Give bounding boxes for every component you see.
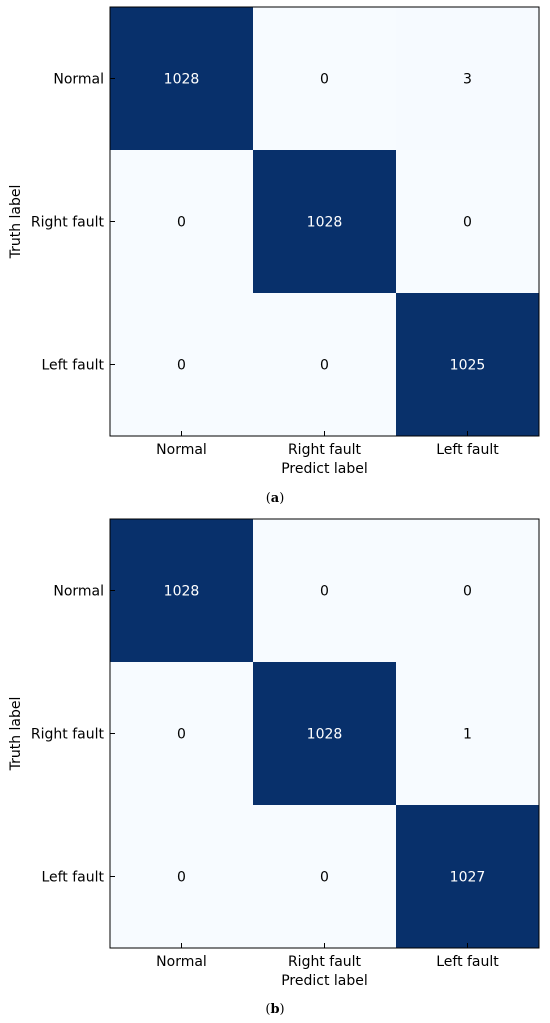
cell-value-p0-r1-c2: 0 (463, 215, 472, 231)
cell-p1-r1-c0 (110, 662, 253, 805)
x-tick-label-p0-2: Left fault (436, 442, 499, 458)
x-tick-label-p0-1: Right fault (288, 442, 362, 458)
cell-value-p1-r0-c2: 0 (463, 584, 472, 600)
cell-p0-r2-c0 (110, 293, 253, 436)
cell-value-p1-r1-c0: 0 (177, 727, 186, 743)
panel-a-caption: (a) (265, 491, 285, 506)
cell-p0-r0-c2 (396, 7, 539, 150)
x-tick-label-p1-0: Normal (156, 954, 207, 970)
cell-value-p0-r2-c2: 1025 (450, 358, 486, 374)
cell-value-p1-r2-c0: 0 (177, 870, 186, 886)
cell-value-p0-r0-c0: 1028 (164, 72, 200, 88)
y-axis-label-p1: Truth label (8, 697, 24, 772)
cell-value-p0-r0-c2: 3 (463, 72, 472, 88)
cell-value-p1-r1-c1: 1028 (307, 727, 343, 743)
y-tick-label-p1-2: Left fault (41, 870, 104, 886)
panel-b-letter: b (270, 1002, 280, 1017)
cell-p1-r2-c2 (396, 805, 539, 948)
cell-p1-r0-c0 (110, 519, 253, 662)
cell-value-p0-r2-c0: 0 (177, 358, 186, 374)
cell-p0-r2-c2 (396, 293, 539, 436)
cell-p1-r0-c1 (253, 519, 396, 662)
cell-p1-r1-c1 (253, 662, 396, 805)
x-tick-label-p0-0: Normal (156, 442, 207, 458)
cell-value-p0-r0-c1: 0 (320, 72, 329, 88)
cell-p1-r0-c2 (396, 519, 539, 662)
cell-value-p1-r0-c1: 0 (320, 584, 329, 600)
cell-value-p0-r2-c1: 0 (320, 358, 329, 374)
cell-p0-r1-c2 (396, 150, 539, 293)
x-axis-label-p1: Predict label (281, 973, 368, 989)
cell-p0-r0-c1 (253, 7, 396, 150)
cell-value-p1-r0-c0: 1028 (164, 584, 200, 600)
cell-p0-r1-c0 (110, 150, 253, 293)
y-tick-label-p0-2: Left fault (41, 358, 104, 374)
cell-p1-r2-c1 (253, 805, 396, 948)
cell-p1-r1-c2 (396, 662, 539, 805)
panel-b-caption: (b) (265, 1002, 285, 1017)
y-tick-label-p0-1: Right fault (31, 215, 105, 231)
cell-p0-r2-c1 (253, 293, 396, 436)
x-axis-label-p0: Predict label (281, 461, 368, 477)
y-tick-label-p0-0: Normal (53, 72, 104, 88)
cell-p1-r2-c0 (110, 805, 253, 948)
cell-p0-r0-c0 (110, 7, 253, 150)
cell-value-p1-r2-c2: 1027 (450, 870, 486, 886)
panel-a-letter: a (270, 491, 280, 506)
cell-value-p0-r1-c1: 1028 (307, 215, 343, 231)
y-tick-label-p1-0: Normal (53, 584, 104, 600)
cell-value-p1-r2-c1: 0 (320, 870, 329, 886)
x-tick-label-p1-1: Right fault (288, 954, 362, 970)
cell-p0-r1-c1 (253, 150, 396, 293)
cell-value-p0-r1-c0: 0 (177, 215, 186, 231)
cell-value-p1-r1-c2: 1 (463, 727, 472, 743)
x-tick-label-p1-2: Left fault (436, 954, 499, 970)
y-axis-label-p0: Truth label (8, 185, 24, 260)
y-tick-label-p1-1: Right fault (31, 727, 105, 743)
